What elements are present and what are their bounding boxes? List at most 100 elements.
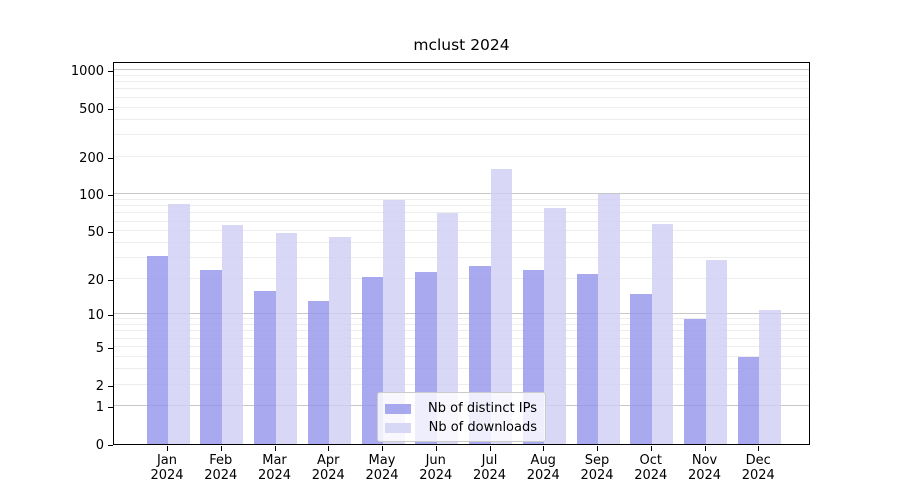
x-tick-label: Jul 2024 [455, 453, 525, 483]
y-tick-label: 200 [79, 150, 104, 166]
legend-item-label: Nb of downloads [428, 420, 537, 435]
x-tick-year: 2024 [311, 468, 345, 483]
x-tick-year: 2024 [634, 468, 668, 483]
x-tick-label: Jun 2024 [401, 453, 471, 483]
x-tick-year: 2024 [687, 468, 722, 483]
y-tick-label: 2 [95, 378, 104, 394]
y-tick [108, 445, 113, 446]
minor-gridline [114, 318, 809, 320]
legend-swatch [385, 403, 411, 414]
y-tick [108, 385, 113, 387]
x-tick-label: Nov 2024 [670, 453, 740, 483]
bar-downloads [383, 200, 405, 444]
x-tick [704, 446, 706, 451]
minor-gridline [114, 212, 809, 214]
x-tick [274, 446, 276, 451]
major-gridline [114, 69, 809, 71]
bar-downloads [705, 259, 727, 444]
y-tick [108, 195, 113, 197]
bar-downloads [168, 204, 190, 444]
bar-distinct-ips [737, 356, 760, 444]
x-tick-month: May [368, 453, 396, 468]
bar-downloads [490, 169, 512, 444]
minor-gridline [114, 220, 809, 222]
y-tick-label: 10 [87, 308, 104, 324]
bar-downloads [275, 233, 297, 444]
x-tick-month: Nov [691, 453, 718, 468]
y-tick-label: 500 [79, 101, 104, 117]
legend: Nb of distinct IPs Nb of downloads [377, 392, 546, 442]
minor-gridline [114, 106, 809, 108]
bar-distinct-ips [307, 301, 330, 444]
bar-distinct-ips [684, 319, 706, 444]
minor-gridline [114, 205, 809, 207]
y-tick-label: 1 [95, 400, 104, 416]
x-tick-month: Mar [262, 453, 287, 468]
x-tick-month: Dec [745, 453, 771, 468]
minor-gridline [114, 230, 809, 232]
x-tick-label: Aug 2024 [508, 453, 578, 483]
y-tick-label: 5 [95, 341, 104, 357]
minor-gridline [114, 242, 809, 243]
x-tick-label: Sep 2024 [562, 453, 632, 483]
x-tick [167, 446, 168, 451]
y-tick [108, 108, 113, 110]
x-tick-year: 2024 [257, 468, 292, 483]
legend-item: Nb of downloads [385, 418, 537, 437]
x-tick-label: Dec 2024 [723, 453, 793, 483]
y-tick-label: 0 [95, 438, 104, 453]
x-tick [382, 446, 383, 451]
x-tick-year: 2024 [150, 468, 184, 483]
y-tick [108, 232, 113, 234]
bar-distinct-ips [146, 256, 168, 444]
x-tick [328, 446, 330, 451]
minor-gridline [114, 355, 809, 357]
x-tick-month: Jan [156, 453, 178, 468]
minor-gridline [114, 278, 809, 280]
x-tick-year: 2024 [204, 468, 238, 483]
legend-item: Nb of distinct IPs [385, 399, 537, 418]
bar-downloads [329, 236, 351, 444]
minor-gridline [114, 337, 809, 339]
minor-gridline [114, 96, 809, 98]
x-tick-label: Feb 2024 [186, 453, 256, 483]
x-tick-year: 2024 [472, 468, 507, 483]
y-tick [108, 71, 113, 73]
y-tick [108, 348, 113, 350]
plot-area [113, 62, 810, 445]
x-tick-month: Oct [639, 453, 662, 468]
minor-gridline [114, 198, 809, 200]
x-tick [435, 446, 437, 451]
minor-gridline [114, 330, 809, 332]
x-tick-label: Apr 2024 [293, 453, 363, 483]
y-tick-label: 100 [79, 188, 104, 204]
x-tick [543, 446, 545, 451]
bar-downloads [544, 208, 566, 444]
x-tick-month: Apr [317, 453, 340, 468]
bar-distinct-ips [200, 269, 222, 444]
minor-gridline [114, 257, 809, 259]
x-tick [220, 446, 222, 451]
minor-gridline [114, 74, 809, 76]
y-tick [108, 315, 113, 317]
x-tick-month: Jul [481, 453, 498, 468]
minor-gridline [114, 134, 809, 136]
bar-distinct-ips [576, 274, 598, 444]
bar-downloads [598, 194, 620, 444]
x-tick-month: Jun [425, 453, 446, 468]
y-tick-label: 1000 [70, 64, 104, 80]
bar-downloads [759, 309, 781, 444]
y-tick-label: 20 [87, 273, 104, 289]
x-tick-label: Oct 2024 [616, 453, 686, 483]
bar-distinct-ips [254, 290, 276, 444]
bar-downloads [651, 224, 674, 444]
x-tick-month: Feb [209, 453, 233, 468]
x-tick-year: 2024 [580, 468, 614, 483]
x-tick [650, 446, 652, 451]
major-gridline [114, 193, 809, 195]
minor-gridline [114, 367, 809, 369]
minor-gridline [114, 383, 809, 385]
x-tick [758, 446, 760, 451]
minor-gridline [114, 155, 809, 157]
x-tick-year: 2024 [741, 468, 775, 483]
